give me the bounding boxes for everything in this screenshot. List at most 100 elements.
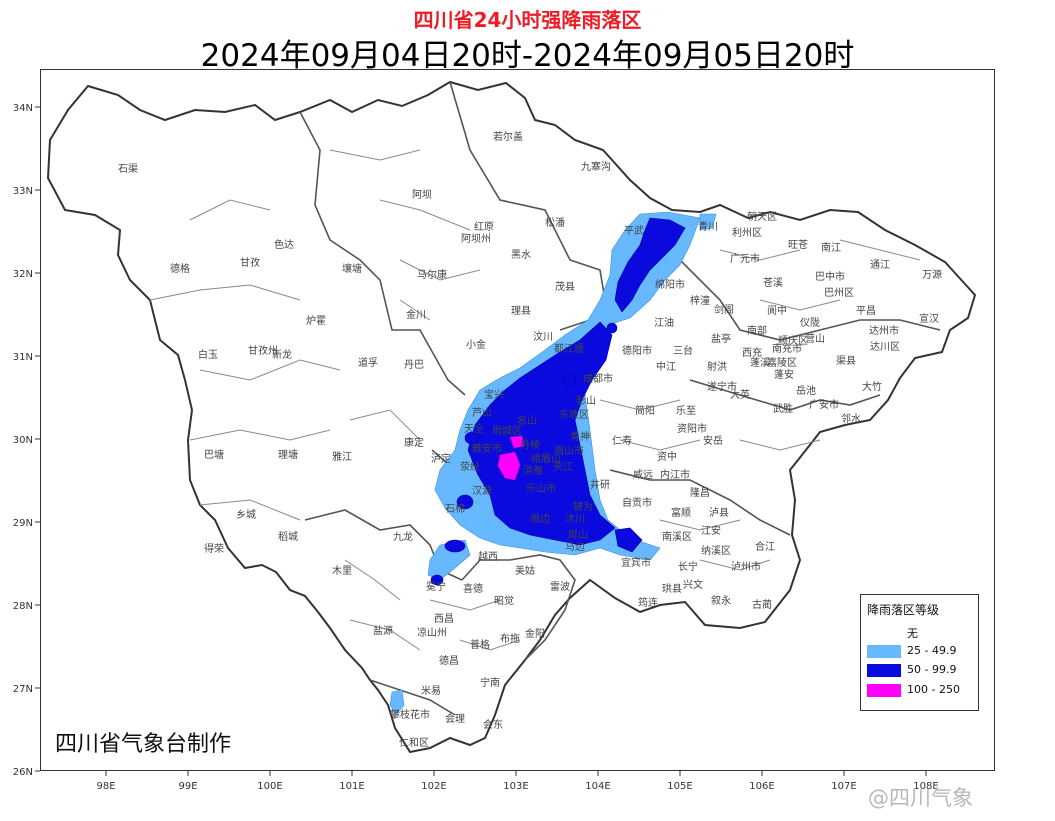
- place-label: 青神: [570, 430, 590, 443]
- place-label: 资中: [657, 450, 677, 463]
- place-label: 喜德: [463, 582, 483, 595]
- place-label: 金川: [406, 308, 426, 321]
- place-label: 雷波: [550, 580, 570, 593]
- place-label: 盐亭: [711, 332, 731, 345]
- place-label: 利州区: [732, 227, 762, 239]
- place-label: 洪雅: [523, 464, 543, 477]
- place-label: 顺庆区: [778, 334, 808, 347]
- place-label: 石渠: [118, 163, 138, 175]
- place-label: 白玉: [198, 348, 218, 361]
- place-label: 中江: [656, 360, 676, 373]
- lon-tick-label: 101E: [339, 781, 364, 792]
- place-label: 新龙: [272, 348, 292, 361]
- place-label: 攀枝花市: [390, 708, 430, 721]
- place-label: 仁寿: [612, 434, 632, 447]
- rain-area-50-99-main: [467, 321, 616, 546]
- place-label: 井研: [590, 478, 610, 491]
- place-label: 理县: [511, 305, 531, 317]
- place-label: 射洪: [707, 361, 727, 373]
- place-label: 自贡市: [622, 496, 652, 509]
- lat-tick-label: 33N: [13, 186, 33, 197]
- place-label: 邻水: [841, 412, 861, 425]
- place-label: 康定: [404, 436, 424, 449]
- place-label: 阿坝州: [461, 233, 491, 245]
- place-label: 宜宾市: [621, 556, 651, 569]
- place-label: 江安: [701, 524, 721, 537]
- place-label: 德昌: [439, 654, 459, 667]
- place-label: 江油: [654, 316, 674, 329]
- place-label: 绵阳市: [655, 278, 685, 291]
- place-label: 泸州市: [731, 560, 761, 573]
- place-label: 筠连: [638, 596, 658, 609]
- place-label: 炉霍: [306, 315, 326, 327]
- place-label: 理塘: [278, 448, 298, 461]
- lat-tick-label: 34N: [13, 103, 33, 114]
- place-label: 夹江: [553, 460, 573, 473]
- place-label: 宝兴: [484, 388, 504, 401]
- place-label: 会理: [445, 712, 465, 725]
- place-label: 红原: [474, 220, 494, 233]
- place-label: 乡城: [236, 509, 256, 521]
- legend-label-100-250: 100 - 250: [907, 683, 960, 696]
- place-label: 得荣: [204, 543, 224, 555]
- lon-tick-label: 104E: [585, 781, 610, 792]
- place-label: 纳溪区: [701, 544, 731, 557]
- lon-tick-label: 106E: [749, 781, 774, 792]
- place-label: 蓬安: [774, 368, 794, 381]
- place-label: 青川: [698, 220, 718, 233]
- place-label: 武胜: [773, 402, 793, 415]
- lat-tick-label: 30N: [13, 435, 33, 446]
- place-label: 平昌: [856, 305, 876, 317]
- lat-tick-label: 31N: [13, 352, 33, 363]
- place-label: 南江: [821, 241, 841, 254]
- place-label: 天全: [464, 422, 484, 435]
- map-title: 四川省24小时强降雨落区: [413, 8, 642, 32]
- place-label: 隆昌: [690, 486, 710, 499]
- place-label: 宁南: [480, 676, 500, 689]
- place-label: 茂县: [555, 280, 575, 293]
- lat-tick-label: 27N: [13, 684, 33, 695]
- legend-swatch-none: [867, 626, 901, 639]
- place-label: 壤塘: [342, 262, 362, 275]
- place-label: 威远: [633, 468, 653, 481]
- place-label: 泸县: [709, 507, 729, 519]
- place-label: 稻城: [278, 531, 298, 543]
- place-label: 珙县: [662, 583, 682, 595]
- legend-label-50-99: 50 - 99.9: [907, 663, 957, 676]
- place-label: 西昌: [434, 613, 454, 625]
- place-label: 盐源: [373, 624, 393, 637]
- place-label: 嘉陵区: [767, 356, 797, 369]
- place-label: 大竹: [862, 380, 882, 393]
- boundary-east-2: [689, 379, 881, 411]
- rain-area-50-99-pujiang: [563, 374, 577, 386]
- lon-tick-label: 105E: [667, 781, 692, 792]
- place-label: 荥经: [460, 460, 480, 473]
- place-label: 乐至: [676, 405, 696, 417]
- rain-area-100-250-hongya: [509, 435, 525, 449]
- county-lines: [149, 149, 921, 651]
- place-label: 朝天区: [747, 211, 777, 223]
- place-label: 合江: [755, 540, 775, 553]
- boundary-panzhihua: [369, 679, 456, 716]
- place-label: 雅江: [332, 450, 352, 463]
- place-label: 梓潼: [690, 294, 710, 307]
- legend-swatch-100-250: [867, 684, 901, 697]
- rain-area-50-99-north: [614, 217, 686, 313]
- lon-tick-label: 107E: [831, 781, 856, 792]
- place-label: 色达: [274, 238, 294, 251]
- place-label: 平武: [624, 224, 644, 237]
- place-label: 岳池: [796, 384, 816, 397]
- boundary-east-1: [644, 219, 941, 341]
- axis-tick-labels: 98E 99E 100E 101E 102E 103E 104E 105E 106E 107E 10…: [13, 103, 939, 792]
- rain-area-50-99-ganluo: [456, 494, 474, 510]
- place-label: 成都市: [583, 372, 613, 385]
- place-label: 丹巴: [404, 359, 424, 371]
- place-label: 小金: [466, 338, 486, 351]
- place-label: 阿坝: [412, 189, 432, 201]
- place-label: 旺苍: [788, 238, 808, 251]
- rain-area-50-99-mianning: [430, 574, 444, 586]
- place-label: 汉源: [472, 484, 492, 497]
- lon-tick-label: 99E: [178, 781, 197, 792]
- place-label: 西充: [742, 346, 762, 359]
